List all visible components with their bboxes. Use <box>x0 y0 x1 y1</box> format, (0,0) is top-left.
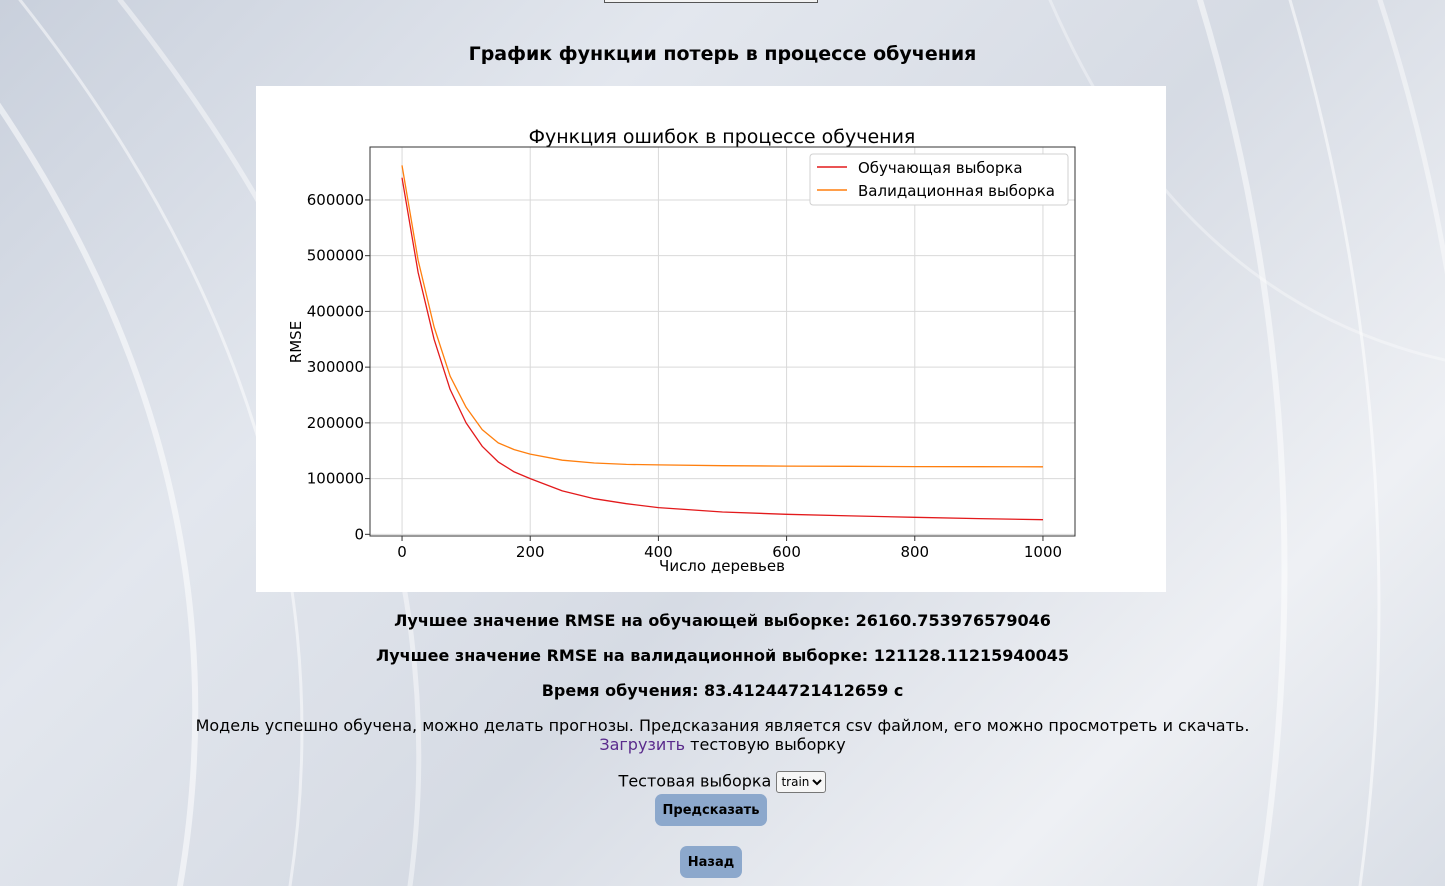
y-axis-label: RMSE <box>287 321 305 363</box>
back-button[interactable]: Назад <box>680 846 742 878</box>
test-set-select[interactable]: train <box>776 771 827 793</box>
x-tick-label: 600 <box>772 543 801 561</box>
test-set-row: Тестовая выборка train <box>0 771 1445 793</box>
loss-chart: Функция ошибок в процессе обучения 0 200 4… <box>256 86 1166 592</box>
y-tick-label: 300000 <box>307 358 364 376</box>
y-axis-ticks: 0 100000 200000 300000 400000 500000 600000 <box>307 191 370 543</box>
loss-chart-svg: Функция ошибок в процессе обучения 0 200 4… <box>287 126 1076 575</box>
plot-frame <box>369 146 1076 537</box>
y-tick-label: 100000 <box>307 470 364 488</box>
chart-grid <box>370 147 1075 536</box>
x-axis-ticks: 0 200 400 600 800 1000 <box>397 536 1062 561</box>
x-axis-label: Число деревьев <box>659 557 785 575</box>
y-tick-label: 400000 <box>307 302 364 320</box>
x-tick-label: 200 <box>516 543 545 561</box>
legend-box <box>809 153 1069 206</box>
test-set-label: Тестовая выборка <box>618 771 777 791</box>
chart-legend: Обучающая выборка Валидационная выборка <box>809 153 1069 206</box>
chart-lines <box>401 165 1044 521</box>
x-tick-label: 1000 <box>1024 543 1062 561</box>
x-tick-label: 800 <box>900 543 929 561</box>
y-tick-label: 200000 <box>307 414 364 432</box>
legend-label-train: Обучающая выборка <box>858 159 1023 177</box>
chart-title: Функция ошибок в процессе обучения <box>529 126 916 148</box>
page-title: График функции потерь в процессе обучени… <box>468 43 977 65</box>
train-best-rmse: Лучшее значение RMSE на обучающей выборк… <box>394 611 1051 630</box>
training-time: Время обучения: 83.41244721412659 с <box>541 681 904 700</box>
validation-best-rmse: Лучшее значение RMSE на валидационной вы… <box>375 646 1070 665</box>
success-message: Модель успешно обучена, можно делать про… <box>195 716 1250 735</box>
series-line-0 <box>401 177 1044 521</box>
series-line-1 <box>401 165 1044 468</box>
upload-link-rest: тестовую выборку <box>685 735 846 754</box>
y-tick-label: 500000 <box>307 247 364 265</box>
predict-button[interactable]: Предсказать <box>655 794 767 826</box>
y-tick-label: 0 <box>354 525 364 543</box>
y-tick-label: 600000 <box>307 191 364 209</box>
legend-label-validation: Валидационная выборка <box>858 182 1055 200</box>
x-tick-label: 0 <box>397 543 407 561</box>
top-field-edge <box>604 0 818 3</box>
x-tick-label: 400 <box>644 543 673 561</box>
upload-line: Загрузить тестовую выборку <box>0 735 1445 754</box>
upload-link[interactable]: Загрузить <box>599 735 686 754</box>
